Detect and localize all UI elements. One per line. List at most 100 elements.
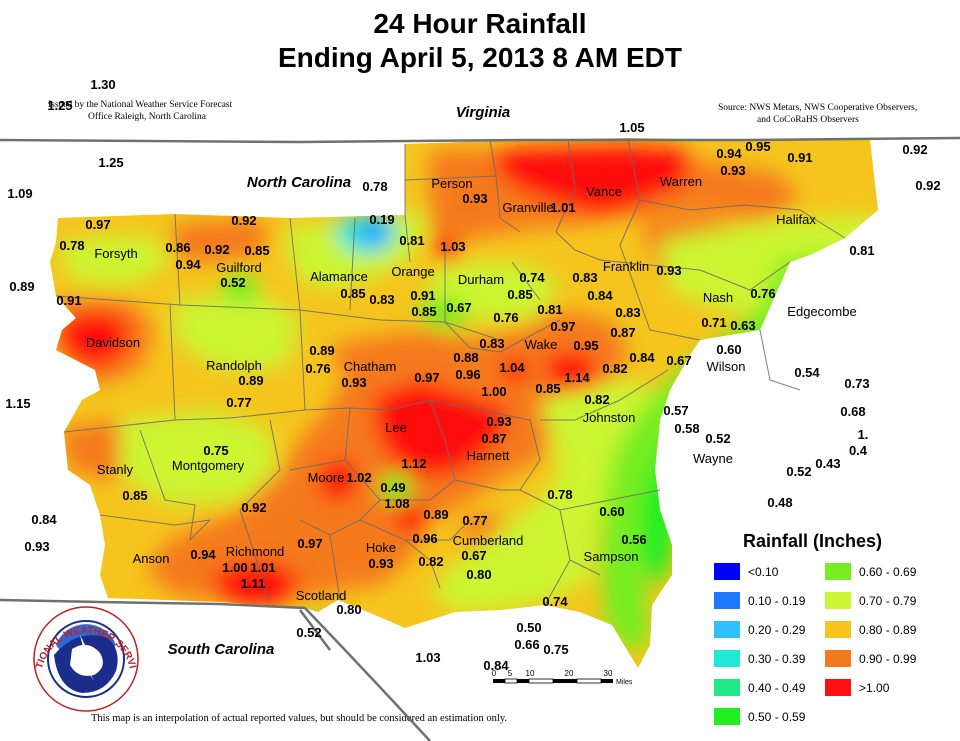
rainfall-value: 0.87 — [481, 431, 506, 446]
rainfall-value: 0.85 — [122, 488, 147, 503]
rainfall-value: 0.84 — [629, 350, 655, 365]
rainfall-value: 0.94 — [716, 146, 742, 161]
rainfall-value: 1.15 — [5, 396, 30, 411]
legend-swatch — [825, 621, 851, 638]
rainfall-value: 0.83 — [615, 305, 640, 320]
county-label: Franklin — [603, 259, 649, 274]
rainfall-value: 0.81 — [537, 302, 562, 317]
county-label: Sampson — [584, 549, 639, 564]
issuer-credit-line2: Office Raleigh, North Carolina — [88, 112, 207, 122]
rainfall-value: 0.82 — [418, 554, 443, 569]
legend-swatch — [825, 679, 851, 696]
legend-label: 0.30 - 0.39 — [748, 652, 806, 666]
rainfall-value: 0.67 — [446, 300, 471, 315]
rainfall-value: 0.93 — [368, 556, 393, 571]
rainfall-value: 1.09 — [7, 186, 32, 201]
rainfall-value: 0.84 — [587, 288, 613, 303]
rainfall-value: 0.50 — [516, 620, 541, 635]
rainfall-value: 0.76 — [305, 361, 330, 376]
rainfall-value: 1.14 — [564, 370, 590, 385]
county-label: Guilford — [216, 260, 262, 275]
rainfall-value: 0.82 — [584, 392, 609, 407]
map-subtitle: Ending April 5, 2013 8 AM EDT — [277, 42, 682, 73]
county-label: Vance — [586, 184, 622, 199]
rainfall-value: 0.82 — [602, 361, 627, 376]
rainfall-value: 1.01 — [550, 200, 575, 215]
rainfall-value: 0.85 — [507, 287, 532, 302]
south-carolina-label: South Carolina — [168, 641, 275, 658]
rainfall-value: 0.89 — [309, 343, 334, 358]
rainfall-value: 0.93 — [462, 191, 487, 206]
rainfall-value: 0.92 — [902, 142, 927, 157]
scale-tick: 10 — [526, 669, 535, 678]
rainfall-value: 0.89 — [9, 279, 34, 294]
legend-label: >1.00 — [859, 681, 890, 695]
county-label: Wake — [525, 337, 558, 352]
county-labels: Person Granville Vance Warren Halifax Forsyth… — [86, 174, 857, 603]
legend-swatch — [714, 563, 740, 580]
rainfall-value: 0.48 — [767, 495, 792, 510]
legend-swatch — [714, 592, 740, 609]
source-line1: Source: NWS Metars, NWS Cooperative Obse… — [718, 103, 918, 113]
legend-swatch — [825, 563, 851, 580]
rainfall-value: 0.56 — [621, 532, 646, 547]
footnote: This map is an interpolation of actual r… — [91, 713, 508, 724]
rainfall-value: 1.08 — [384, 496, 409, 511]
map-title: 24 Hour Rainfall — [373, 8, 587, 39]
north-carolina-label: North Carolina — [247, 174, 351, 191]
rainfall-value: 0.19 — [369, 212, 394, 227]
rainfall-value: 0.71 — [701, 315, 726, 330]
rainfall-value: 0.78 — [547, 487, 572, 502]
county-label: Lee — [385, 420, 407, 435]
county-label: Alamance — [310, 269, 368, 284]
legend-label: 0.70 - 0.79 — [859, 594, 917, 608]
rainfall-value: 0.43 — [815, 456, 840, 471]
scale-tick: 0 — [492, 669, 497, 678]
rainfall-values: 1.30 1.25 1.25 1.09 0.89 1.15 0.84 0.93 1.05 0.95… — [5, 77, 940, 673]
rainfall-value: 0.84 — [483, 658, 509, 673]
scale-tick: 20 — [565, 669, 574, 678]
county-label: Orange — [391, 264, 434, 279]
county-label: Hoke — [366, 540, 396, 555]
rainfall-value: 0.52 — [705, 431, 730, 446]
county-label: Stanly — [97, 462, 134, 477]
rainfall-value: 1.03 — [440, 239, 465, 254]
rainfall-value: 0.93 — [656, 263, 681, 278]
rainfall-value: 0.91 — [787, 150, 812, 165]
scale-unit: Miles — [616, 679, 633, 686]
rainfall-value: 1.25 — [98, 155, 123, 170]
rainfall-value: 1.11 — [241, 576, 266, 591]
legend-label: 0.60 - 0.69 — [859, 565, 917, 579]
rainfall-value: 0.91 — [56, 293, 81, 308]
county-label: Montgomery — [172, 458, 245, 473]
rainfall-value: 0.96 — [455, 367, 480, 382]
legend-label: 0.90 - 0.99 — [859, 652, 917, 666]
rainfall-value: 0.80 — [336, 602, 361, 617]
rainfall-value: 0.97 — [550, 319, 575, 334]
rainfall-value: 0.66 — [514, 637, 539, 652]
rainfall-value: 0.92 — [241, 500, 266, 515]
legend-swatch — [714, 679, 740, 696]
scale-tick: 30 — [604, 669, 613, 678]
rainfall-value: 0.93 — [486, 414, 511, 429]
rainfall-value: 0.77 — [226, 395, 251, 410]
rainfall-value: 0.52 — [220, 275, 245, 290]
rainfall-value: 1.25 — [47, 98, 72, 113]
rainfall-value: 1.03 — [415, 650, 440, 665]
rainfall-value: 1.00 — [222, 560, 247, 575]
rainfall-value: 0.52 — [296, 625, 321, 640]
legend-swatch — [825, 592, 851, 609]
rainfall-value: 0.95 — [573, 338, 598, 353]
rainfall-value: 0.63 — [730, 318, 755, 333]
rainfall-value: 0.58 — [674, 421, 699, 436]
rainfall-value: 0.83 — [572, 270, 597, 285]
legend-label: 0.20 - 0.29 — [748, 623, 806, 637]
legend-swatch — [825, 650, 851, 667]
rainfall-value: 1. — [858, 427, 869, 442]
county-label: Cumberland — [453, 533, 524, 548]
rainfall-value: 0.60 — [716, 342, 741, 357]
issuer-credit-line1: Issued by the National Weather Service F… — [48, 100, 233, 110]
legend-title: Rainfall (Inches) — [743, 531, 882, 551]
rainfall-value: 0.92 — [915, 178, 940, 193]
rainfall-value: 0.4 — [849, 443, 868, 458]
